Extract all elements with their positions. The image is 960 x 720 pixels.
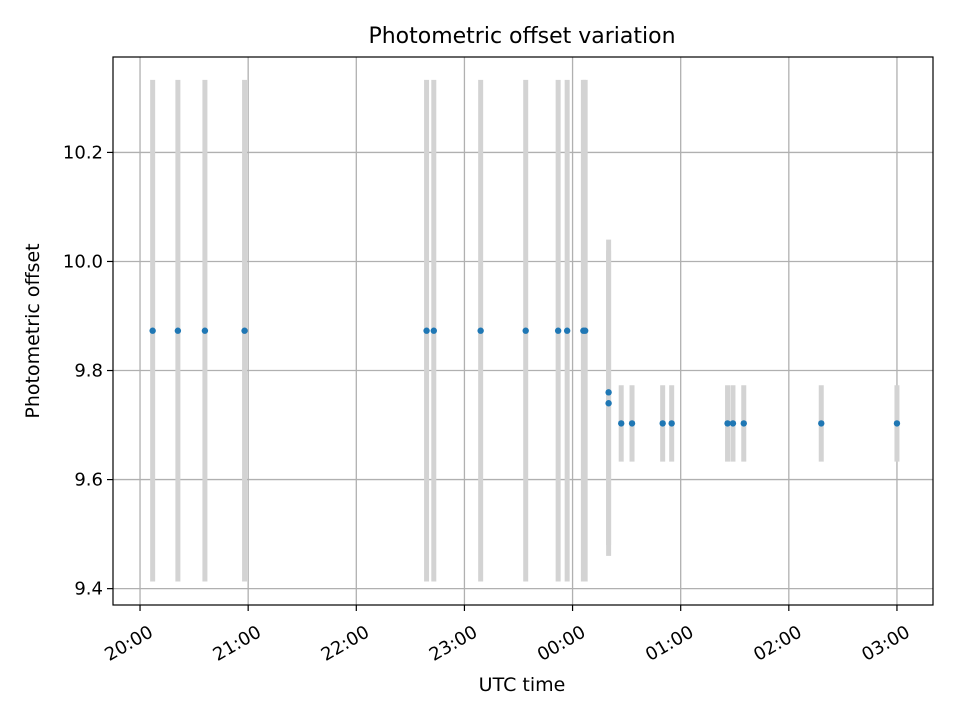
data-point: [554, 327, 562, 334]
y-tick-label: 10.2: [63, 142, 103, 163]
data-point: [893, 420, 901, 427]
data-point: [149, 327, 156, 334]
y-tick-label: 10.0: [63, 251, 103, 272]
data-point: [477, 327, 484, 334]
data-point: [605, 389, 612, 396]
y-tick-label: 9.6: [74, 470, 103, 491]
data-point: [563, 327, 571, 334]
data-points: [149, 327, 901, 427]
data-point: [522, 327, 529, 334]
y-tick-label: 9.8: [74, 361, 103, 382]
y-axis: 9.4 9.6 9.8 10.0 10.2: [63, 142, 113, 600]
data-point: [423, 327, 430, 334]
data-point: [818, 420, 825, 427]
x-axis-label: UTC time: [479, 674, 566, 696]
y-axis-label: Photometric offset: [22, 243, 44, 418]
data-point: [668, 420, 675, 427]
data-point: [605, 400, 612, 407]
data-point: [430, 327, 437, 334]
data-point: [724, 420, 731, 427]
data-point: [628, 420, 636, 427]
y-tick-label: 9.4: [74, 579, 103, 600]
data-point: [201, 327, 209, 334]
data-point: [174, 327, 182, 334]
grid: [113, 57, 933, 605]
data-point: [729, 420, 737, 427]
plot-frame: [112, 56, 934, 606]
data-point: [618, 420, 625, 427]
data-point: [241, 327, 248, 334]
data-point: [659, 420, 666, 427]
chart-title: Photometric offset variation: [368, 24, 675, 49]
data-point: [740, 420, 747, 427]
data-point: [581, 327, 589, 334]
